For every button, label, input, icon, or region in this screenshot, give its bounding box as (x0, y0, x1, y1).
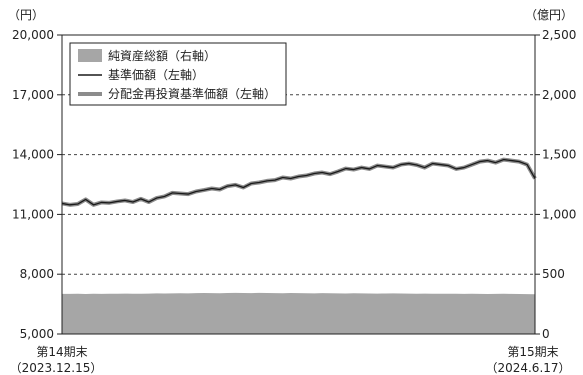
plot-frame (61, 34, 536, 335)
legend-box (69, 42, 287, 106)
legend-label-net-assets: 純資産総額（右軸） (108, 48, 216, 63)
right-tick-label: 1,000 (542, 207, 576, 221)
right-tick-label: 2,000 (542, 88, 576, 102)
left-tick-label: 8,000 (20, 267, 54, 281)
left-tick-label: 20,000 (12, 28, 54, 42)
x-label-end-date: （2024.6.17） (485, 361, 570, 375)
x-label-start-period: 第14期末 (36, 345, 87, 359)
x-label-end-period: 第15期末 (507, 345, 558, 359)
legend: 純資産総額（右軸） 基準価額（左軸） 分配金再投資基準価額（左軸） (69, 42, 287, 106)
reinvested-nav-line (61, 157, 537, 207)
right-axis: （億円） 0 500 1,000 1,500 2,000 2,500 (525, 8, 576, 341)
left-tick-label: 11,000 (12, 207, 54, 221)
left-axis: （円） 5,000 8,000 11,000 14,000 17,000 20,000 (8, 8, 62, 341)
net-assets-area-layer (62, 292, 535, 334)
x-label-start-date: （2023.12.15） (10, 361, 103, 375)
legend-swatch-net-assets (78, 49, 102, 62)
left-tick-label: 5,000 (20, 327, 54, 341)
legend-label-reinvested-nav: 分配金再投資基準価額（左軸） (108, 86, 276, 101)
legend-label-nav: 基準価額（左軸） (108, 67, 204, 82)
right-axis-unit: （億円） (525, 8, 573, 22)
x-axis: 第14期末 （2023.12.15） 第15期末 （2024.6.17） (10, 345, 571, 375)
net-assets-area (62, 292, 535, 334)
nav-line-layer (61, 157, 537, 207)
right-tick-label: 0 (542, 327, 550, 341)
gridlines (62, 94, 535, 275)
nav-line (61, 158, 536, 206)
left-tick-label: 17,000 (12, 88, 54, 102)
left-axis-unit: （円） (8, 8, 44, 22)
left-tick-label: 14,000 (12, 148, 54, 162)
right-tick-label: 2,500 (542, 28, 576, 42)
right-tick-label: 1,500 (542, 148, 576, 162)
right-tick-label: 500 (542, 267, 565, 281)
